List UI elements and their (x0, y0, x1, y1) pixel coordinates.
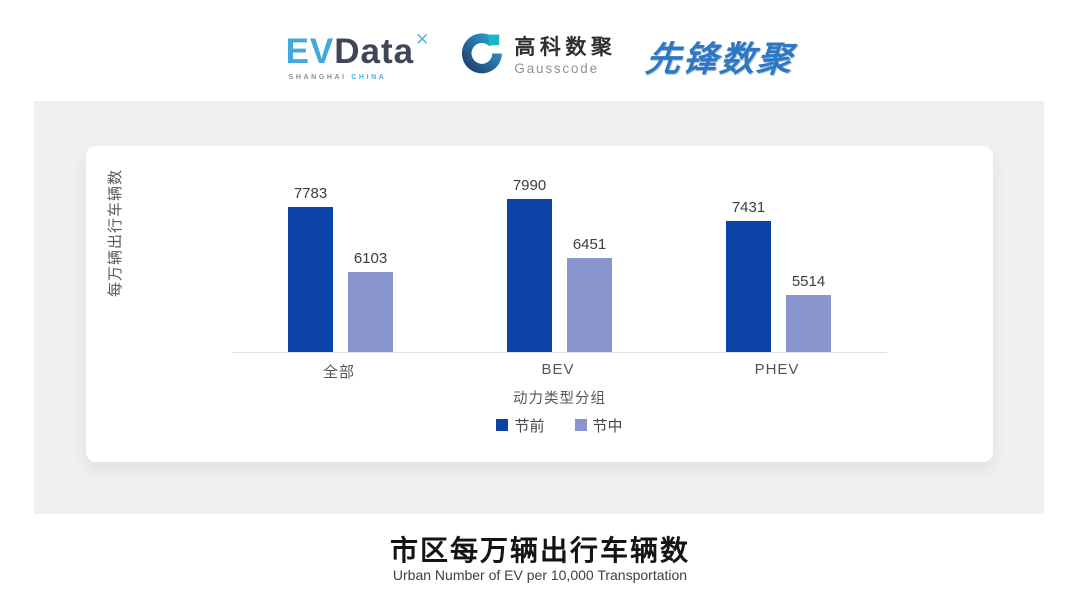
value-label-节中-BEV: 6451 (572, 236, 607, 253)
y-axis-label: 每万辆出行车辆数 (107, 169, 124, 298)
gausscode-g-icon (460, 32, 504, 81)
category-label-PHEV: PHEV (754, 361, 800, 378)
xianfeng-logo: 先锋数聚 (644, 39, 797, 79)
evdata-logo: EVData✕ SHANGHAI CHINA (286, 31, 431, 81)
category-label-BEV: BEV (541, 361, 575, 378)
gausscode-cn-text: 高科数聚 (514, 36, 617, 60)
x-axis-title: 动力类型分组 (513, 391, 606, 407)
legend-item-mid-holiday: 节中 (574, 415, 623, 436)
bar-节中-PHEV (786, 295, 831, 352)
evdata-china-text: CHINA (351, 74, 387, 81)
chart-legend: 节前 节中 (232, 415, 887, 436)
legend-item-pre-holiday: 节前 (496, 415, 545, 436)
category-label-全部: 全部 (322, 364, 355, 381)
legend-swatch-pre-holiday (496, 419, 509, 431)
page-title: 市区每万辆出行车辆数 (389, 535, 690, 566)
bar-节中-BEV (567, 258, 612, 352)
value-label-节中-PHEV: 5514 (791, 273, 826, 290)
bar-节中-全部 (348, 272, 393, 352)
header-logos: EVData✕ SHANGHAI CHINA 高科数聚 Gausscode 先锋… (0, 16, 1080, 96)
evdata-data-text: Data (334, 32, 415, 71)
legend-label-pre-holiday: 节前 (514, 417, 545, 435)
value-label-节前-BEV: 7990 (512, 177, 547, 194)
chart-card: 每万辆出行车辆数 动力类型分组 节前 节中 全部 7783 6103 BEV 7990 6… (86, 146, 993, 462)
value-label-节前-全部: 7783 (293, 185, 328, 202)
evdata-x-icon: ✕ (415, 30, 431, 49)
gausscode-logo: 高科数聚 Gausscode (460, 32, 616, 81)
legend-swatch-mid-holiday (574, 419, 587, 431)
gausscode-en-text: Gausscode (514, 60, 599, 76)
bar-节前-PHEV (726, 221, 771, 352)
evdata-ev-text: EV (285, 32, 335, 71)
value-label-节前-PHEV: 7431 (731, 199, 766, 216)
evdata-shanghai-text: SHANGHAI (288, 74, 347, 81)
evdata-wordmark: EVData✕ (286, 31, 431, 69)
evdata-subtext: SHANGHAI CHINA (289, 74, 387, 81)
page-subtitle: Urban Number of EV per 10,000 Transporta… (392, 567, 688, 583)
x-axis-line (232, 352, 887, 353)
bar-chart: 每万辆出行车辆数 动力类型分组 节前 节中 全部 7783 6103 BEV 7990 6… (86, 146, 993, 462)
legend-label-mid-holiday: 节中 (592, 417, 623, 435)
gausscode-text: 高科数聚 Gausscode (514, 36, 616, 75)
value-label-节中-全部: 6103 (353, 250, 388, 267)
bar-节前-BEV (507, 199, 552, 352)
bar-节前-全部 (288, 207, 333, 352)
